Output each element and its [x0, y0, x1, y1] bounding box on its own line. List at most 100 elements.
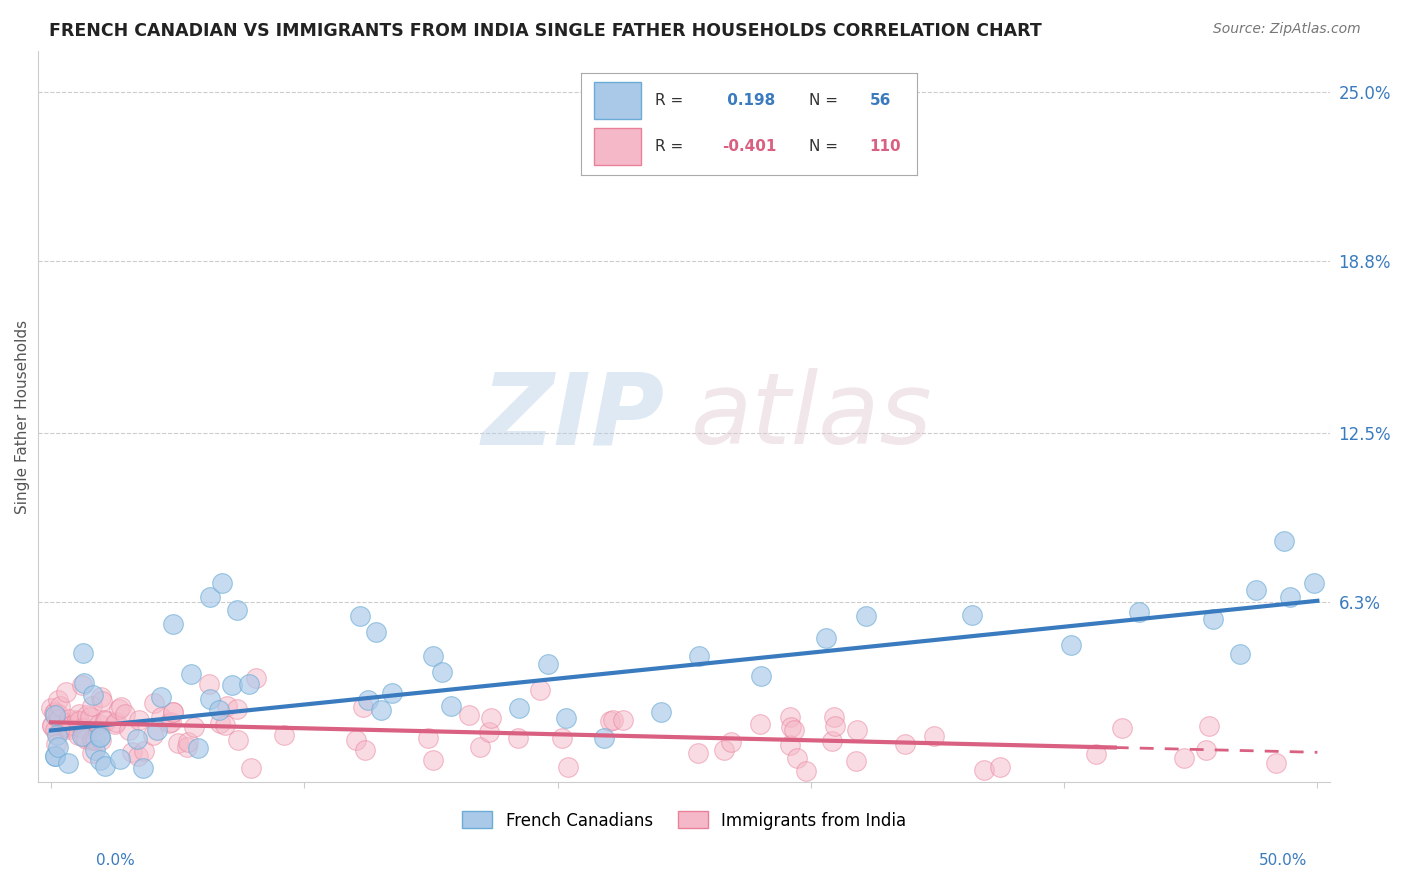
Point — [118, 723, 141, 738]
Point — [973, 763, 995, 777]
Point — [238, 677, 260, 691]
Point — [820, 734, 842, 748]
Legend: French Canadians, Immigrants from India: French Canadians, Immigrants from India — [456, 805, 912, 836]
Point — [370, 703, 392, 717]
Point — [688, 746, 710, 760]
Point — [128, 713, 150, 727]
Point — [121, 745, 143, 759]
Point — [142, 728, 165, 742]
Point — [650, 705, 672, 719]
Point — [89, 729, 111, 743]
Point — [422, 649, 444, 664]
Point — [44, 749, 66, 764]
Point — [87, 724, 110, 739]
Point — [177, 734, 200, 748]
Text: 50.0%: 50.0% — [1260, 854, 1308, 868]
Point — [349, 608, 371, 623]
Point — [612, 713, 634, 727]
Point — [352, 699, 374, 714]
Point — [960, 608, 983, 623]
Point — [41, 718, 63, 732]
Point — [198, 590, 221, 604]
Point — [1246, 582, 1268, 597]
Point — [132, 761, 155, 775]
Point — [94, 759, 117, 773]
Point — [470, 740, 492, 755]
Point — [89, 753, 111, 767]
Point — [55, 685, 77, 699]
Point — [114, 706, 136, 721]
Point — [846, 723, 869, 737]
Point — [162, 617, 184, 632]
Point — [529, 683, 551, 698]
Point — [1202, 612, 1225, 626]
Point — [1084, 747, 1107, 761]
Point — [1173, 751, 1195, 765]
Point — [357, 693, 380, 707]
Point — [108, 701, 131, 715]
Point — [354, 743, 377, 757]
Point — [1279, 590, 1302, 604]
Point — [381, 686, 404, 700]
Text: Source: ZipAtlas.com: Source: ZipAtlas.com — [1213, 22, 1361, 37]
Point — [80, 699, 103, 714]
Point — [440, 698, 463, 713]
Point — [45, 737, 67, 751]
Point — [58, 722, 80, 736]
Point — [894, 737, 917, 751]
Point — [557, 760, 579, 774]
Point — [39, 701, 62, 715]
Point — [239, 761, 262, 775]
Point — [1195, 743, 1218, 757]
Point — [1059, 638, 1081, 652]
Point — [1303, 575, 1326, 590]
Point — [183, 720, 205, 734]
Point — [73, 730, 96, 744]
Point — [58, 712, 80, 726]
Point — [44, 707, 66, 722]
Point — [208, 715, 231, 730]
Point — [245, 671, 267, 685]
Point — [94, 714, 117, 728]
Point — [75, 732, 97, 747]
Point — [105, 715, 128, 730]
Point — [1111, 721, 1133, 735]
Point — [94, 714, 117, 728]
Point — [1198, 719, 1220, 733]
Point — [127, 749, 149, 764]
Point — [67, 728, 90, 742]
Point — [149, 710, 172, 724]
Point — [226, 733, 249, 747]
Point — [146, 723, 169, 737]
Point — [79, 710, 101, 724]
Point — [713, 743, 735, 757]
Point — [215, 699, 238, 714]
Point — [749, 716, 772, 731]
Point — [214, 718, 236, 732]
Point — [70, 678, 93, 692]
Point — [49, 698, 72, 713]
Point — [1272, 534, 1295, 549]
Point — [46, 693, 69, 707]
Point — [779, 738, 801, 752]
Point — [90, 732, 112, 747]
Point — [67, 714, 90, 728]
Point — [430, 665, 453, 679]
Point — [72, 721, 94, 735]
Point — [422, 753, 444, 767]
Point — [537, 657, 560, 672]
Point — [221, 678, 243, 692]
Point — [922, 729, 945, 743]
Text: 0.0%: 0.0% — [96, 854, 135, 868]
Point — [823, 710, 845, 724]
Point — [779, 720, 801, 734]
Point — [80, 747, 103, 761]
Point — [90, 690, 112, 704]
Point — [132, 744, 155, 758]
Point — [44, 748, 66, 763]
Point — [56, 719, 79, 733]
Point — [198, 692, 221, 706]
Point — [110, 700, 132, 714]
Point — [508, 701, 530, 715]
Point — [84, 743, 107, 757]
